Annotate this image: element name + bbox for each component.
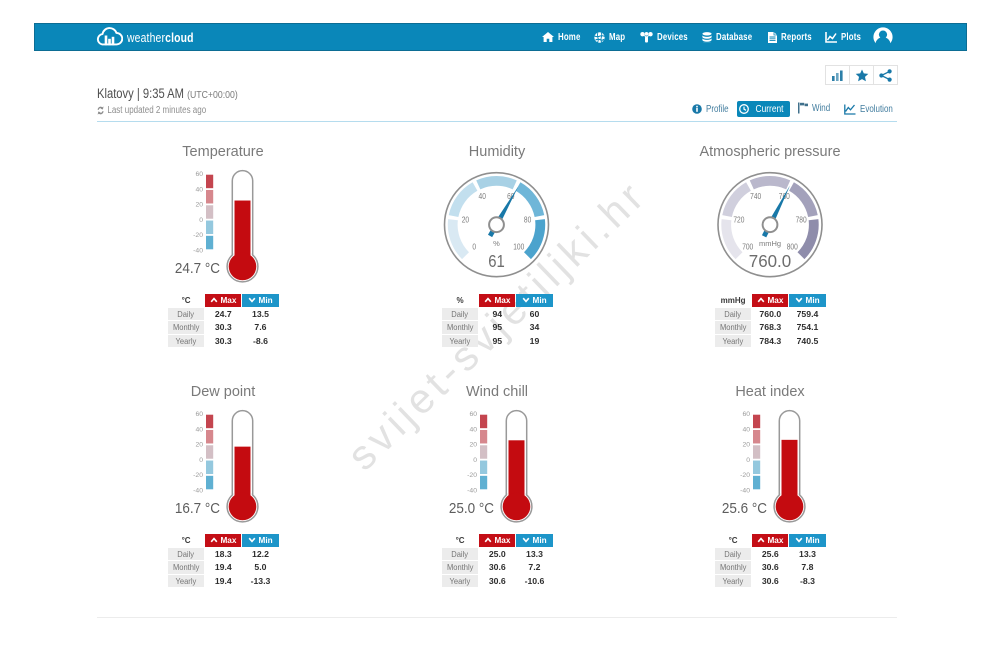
svg-text:20: 20: [195, 442, 203, 449]
svg-text:780: 780: [796, 215, 807, 225]
svg-text:60: 60: [195, 411, 203, 418]
svg-text:-40: -40: [740, 488, 750, 495]
svg-text:800: 800: [787, 242, 798, 252]
svg-text:0: 0: [746, 457, 750, 464]
svg-text:20: 20: [469, 442, 477, 449]
svg-text:24.7 °C: 24.7 °C: [175, 260, 220, 277]
svg-text:40: 40: [195, 186, 203, 193]
svg-text:mmHg: mmHg: [759, 239, 781, 248]
svg-text:700: 700: [742, 242, 753, 252]
svg-text:60: 60: [195, 171, 203, 178]
svg-text:60: 60: [469, 411, 477, 418]
svg-text:20: 20: [742, 442, 750, 449]
svg-text:-20: -20: [193, 232, 203, 239]
svg-text:-40: -40: [193, 488, 203, 495]
svg-text:20: 20: [195, 202, 203, 209]
svg-text:0: 0: [199, 217, 203, 224]
svg-text:40: 40: [742, 426, 750, 433]
svg-text:60: 60: [742, 411, 750, 418]
svg-text:720: 720: [733, 215, 744, 225]
svg-text:-20: -20: [467, 472, 477, 479]
svg-text:25.6 °C: 25.6 °C: [722, 500, 767, 517]
svg-text:0: 0: [473, 457, 477, 464]
svg-text:-40: -40: [467, 488, 477, 495]
svg-text:61: 61: [488, 252, 505, 271]
svg-text:16.7 °C: 16.7 °C: [175, 500, 220, 517]
svg-text:60: 60: [507, 192, 514, 202]
svg-text:-20: -20: [740, 472, 750, 479]
svg-text:80: 80: [524, 215, 531, 225]
svg-text:40: 40: [469, 426, 477, 433]
svg-text:%: %: [493, 239, 500, 248]
svg-text:20: 20: [462, 215, 469, 225]
svg-text:-20: -20: [193, 472, 203, 479]
svg-text:-40: -40: [193, 248, 203, 255]
svg-text:25.0 °C: 25.0 °C: [449, 500, 494, 517]
svg-text:40: 40: [479, 192, 486, 202]
svg-text:760.0: 760.0: [749, 251, 791, 271]
svg-text:40: 40: [195, 426, 203, 433]
svg-text:0: 0: [472, 242, 476, 252]
svg-text:0: 0: [199, 457, 203, 464]
svg-text:740: 740: [750, 192, 761, 202]
svg-text:100: 100: [513, 242, 524, 252]
